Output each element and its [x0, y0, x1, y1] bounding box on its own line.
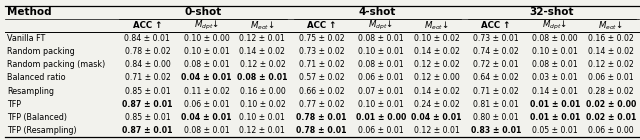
Text: 0.71 ± 0.02: 0.71 ± 0.02	[299, 60, 344, 69]
Text: 0.04 ± 0.01: 0.04 ± 0.01	[412, 113, 462, 122]
Text: 0.07 ± 0.01: 0.07 ± 0.01	[358, 87, 404, 96]
Text: $M_{eot}$↓: $M_{eot}$↓	[250, 19, 275, 32]
Text: Vanilla FT: Vanilla FT	[7, 34, 45, 43]
Text: 0.83 ± 0.01: 0.83 ± 0.01	[470, 126, 521, 135]
Text: 0.78 ± 0.02: 0.78 ± 0.02	[125, 47, 170, 56]
Text: 0.28 ± 0.02: 0.28 ± 0.02	[588, 87, 634, 96]
Text: 0.10 ± 0.01: 0.10 ± 0.01	[532, 47, 578, 56]
Text: 0.84 ± 0.01: 0.84 ± 0.01	[124, 34, 170, 43]
Text: 0.81 ± 0.01: 0.81 ± 0.01	[473, 100, 519, 109]
Text: 0.02 ± 0.00: 0.02 ± 0.00	[586, 100, 636, 109]
Text: TFP (Balanced): TFP (Balanced)	[7, 113, 67, 122]
Text: Random packing (mask): Random packing (mask)	[7, 60, 106, 69]
Text: $M_{dpt}$↓: $M_{dpt}$↓	[542, 19, 568, 32]
Text: ACC ↑: ACC ↑	[307, 21, 336, 30]
Text: 0.08 ± 0.01: 0.08 ± 0.01	[358, 60, 404, 69]
Text: 0.06 ± 0.01: 0.06 ± 0.01	[588, 74, 634, 82]
Text: 0.04 ± 0.01: 0.04 ± 0.01	[181, 74, 232, 82]
Text: 0.10 ± 0.01: 0.10 ± 0.01	[239, 113, 285, 122]
Text: 0.14 ± 0.02: 0.14 ± 0.02	[413, 47, 460, 56]
Text: 0.87 ± 0.01: 0.87 ± 0.01	[122, 126, 173, 135]
Text: 0.24 ± 0.02: 0.24 ± 0.02	[413, 100, 460, 109]
Text: 0.84 ± 0.00: 0.84 ± 0.00	[125, 60, 170, 69]
Text: 0.10 ± 0.02: 0.10 ± 0.02	[413, 34, 460, 43]
Text: 0.06 ± 0.01: 0.06 ± 0.01	[184, 100, 230, 109]
Text: 0-shot: 0-shot	[184, 7, 222, 17]
Text: 0.14 ± 0.01: 0.14 ± 0.01	[532, 87, 578, 96]
Text: ACC ↑: ACC ↑	[481, 21, 511, 30]
Text: Resampling: Resampling	[7, 87, 54, 96]
Text: $M_{eot}$↓: $M_{eot}$↓	[598, 19, 623, 32]
Text: 0.12 ± 0.01: 0.12 ± 0.01	[239, 126, 285, 135]
Text: Method: Method	[7, 7, 52, 17]
Text: 32-shot: 32-shot	[529, 7, 574, 17]
Text: Balanced ratio: Balanced ratio	[7, 74, 66, 82]
Text: 0.87 ± 0.01: 0.87 ± 0.01	[122, 100, 173, 109]
Text: 4-shot: 4-shot	[359, 7, 396, 17]
Text: 0.11 ± 0.02: 0.11 ± 0.02	[184, 87, 230, 96]
Text: TFP (Resampling): TFP (Resampling)	[7, 126, 77, 135]
Text: 0.08 ± 0.00: 0.08 ± 0.00	[532, 34, 578, 43]
Text: 0.02 ± 0.01: 0.02 ± 0.01	[586, 113, 636, 122]
Text: 0.08 ± 0.01: 0.08 ± 0.01	[358, 34, 404, 43]
Text: 0.08 ± 0.01: 0.08 ± 0.01	[184, 126, 230, 135]
Text: $M_{eot}$↓: $M_{eot}$↓	[424, 19, 449, 32]
Text: 0.71 ± 0.02: 0.71 ± 0.02	[473, 87, 518, 96]
Text: 0.01 ± 0.01: 0.01 ± 0.01	[530, 113, 580, 122]
Text: 0.10 ± 0.00: 0.10 ± 0.00	[184, 34, 230, 43]
Text: 0.16 ± 0.00: 0.16 ± 0.00	[239, 87, 285, 96]
Text: 0.78 ± 0.01: 0.78 ± 0.01	[296, 113, 347, 122]
Text: 0.75 ± 0.02: 0.75 ± 0.02	[299, 34, 344, 43]
Text: 0.01 ± 0.00: 0.01 ± 0.00	[356, 113, 406, 122]
Text: 0.85 ± 0.01: 0.85 ± 0.01	[125, 113, 170, 122]
Text: 0.10 ± 0.02: 0.10 ± 0.02	[239, 100, 285, 109]
Text: 0.08 ± 0.01: 0.08 ± 0.01	[532, 60, 578, 69]
Text: 0.12 ± 0.01: 0.12 ± 0.01	[413, 126, 460, 135]
Text: 0.10 ± 0.01: 0.10 ± 0.01	[358, 47, 404, 56]
Text: 0.06 ± 0.00: 0.06 ± 0.00	[588, 126, 634, 135]
Text: 0.77 ± 0.02: 0.77 ± 0.02	[299, 100, 344, 109]
Text: 0.12 ± 0.01: 0.12 ± 0.01	[239, 34, 285, 43]
Text: 0.01 ± 0.01: 0.01 ± 0.01	[530, 100, 580, 109]
Text: 0.06 ± 0.01: 0.06 ± 0.01	[358, 126, 404, 135]
Text: ACC ↑: ACC ↑	[132, 21, 162, 30]
Text: 0.74 ± 0.02: 0.74 ± 0.02	[473, 47, 518, 56]
Text: 0.71 ± 0.02: 0.71 ± 0.02	[125, 74, 170, 82]
Text: 0.12 ± 0.02: 0.12 ± 0.02	[239, 60, 285, 69]
Text: 0.12 ± 0.02: 0.12 ± 0.02	[413, 60, 460, 69]
Text: 0.78 ± 0.01: 0.78 ± 0.01	[296, 126, 347, 135]
Text: 0.12 ± 0.00: 0.12 ± 0.00	[413, 74, 460, 82]
Text: 0.16 ± 0.02: 0.16 ± 0.02	[588, 34, 634, 43]
Text: 0.05 ± 0.01: 0.05 ± 0.01	[532, 126, 578, 135]
Text: 0.80 ± 0.01: 0.80 ± 0.01	[473, 113, 518, 122]
Text: 0.08 ± 0.01: 0.08 ± 0.01	[184, 60, 230, 69]
Text: $M_{dpt}$↓: $M_{dpt}$↓	[194, 19, 219, 32]
Text: 0.14 ± 0.02: 0.14 ± 0.02	[239, 47, 285, 56]
Text: 0.72 ± 0.01: 0.72 ± 0.01	[473, 60, 518, 69]
Text: 0.04 ± 0.01: 0.04 ± 0.01	[181, 113, 232, 122]
Text: 0.14 ± 0.02: 0.14 ± 0.02	[588, 47, 634, 56]
Text: 0.64 ± 0.02: 0.64 ± 0.02	[473, 74, 518, 82]
Text: 0.06 ± 0.01: 0.06 ± 0.01	[358, 74, 404, 82]
Text: 0.10 ± 0.01: 0.10 ± 0.01	[358, 100, 404, 109]
Text: 0.85 ± 0.01: 0.85 ± 0.01	[125, 87, 170, 96]
Text: 0.12 ± 0.02: 0.12 ± 0.02	[588, 60, 634, 69]
Text: TFP: TFP	[7, 100, 21, 109]
Text: 0.08 ± 0.01: 0.08 ± 0.01	[237, 74, 287, 82]
Text: 0.10 ± 0.01: 0.10 ± 0.01	[184, 47, 230, 56]
Text: $M_{dpt}$↓: $M_{dpt}$↓	[368, 19, 394, 32]
Text: 0.66 ± 0.02: 0.66 ± 0.02	[299, 87, 344, 96]
Text: 0.14 ± 0.02: 0.14 ± 0.02	[413, 87, 460, 96]
Text: Random packing: Random packing	[7, 47, 75, 56]
Text: 0.03 ± 0.01: 0.03 ± 0.01	[532, 74, 578, 82]
Text: 0.73 ± 0.02: 0.73 ± 0.02	[299, 47, 344, 56]
Text: 0.73 ± 0.01: 0.73 ± 0.01	[473, 34, 518, 43]
Text: 0.57 ± 0.02: 0.57 ± 0.02	[299, 74, 344, 82]
